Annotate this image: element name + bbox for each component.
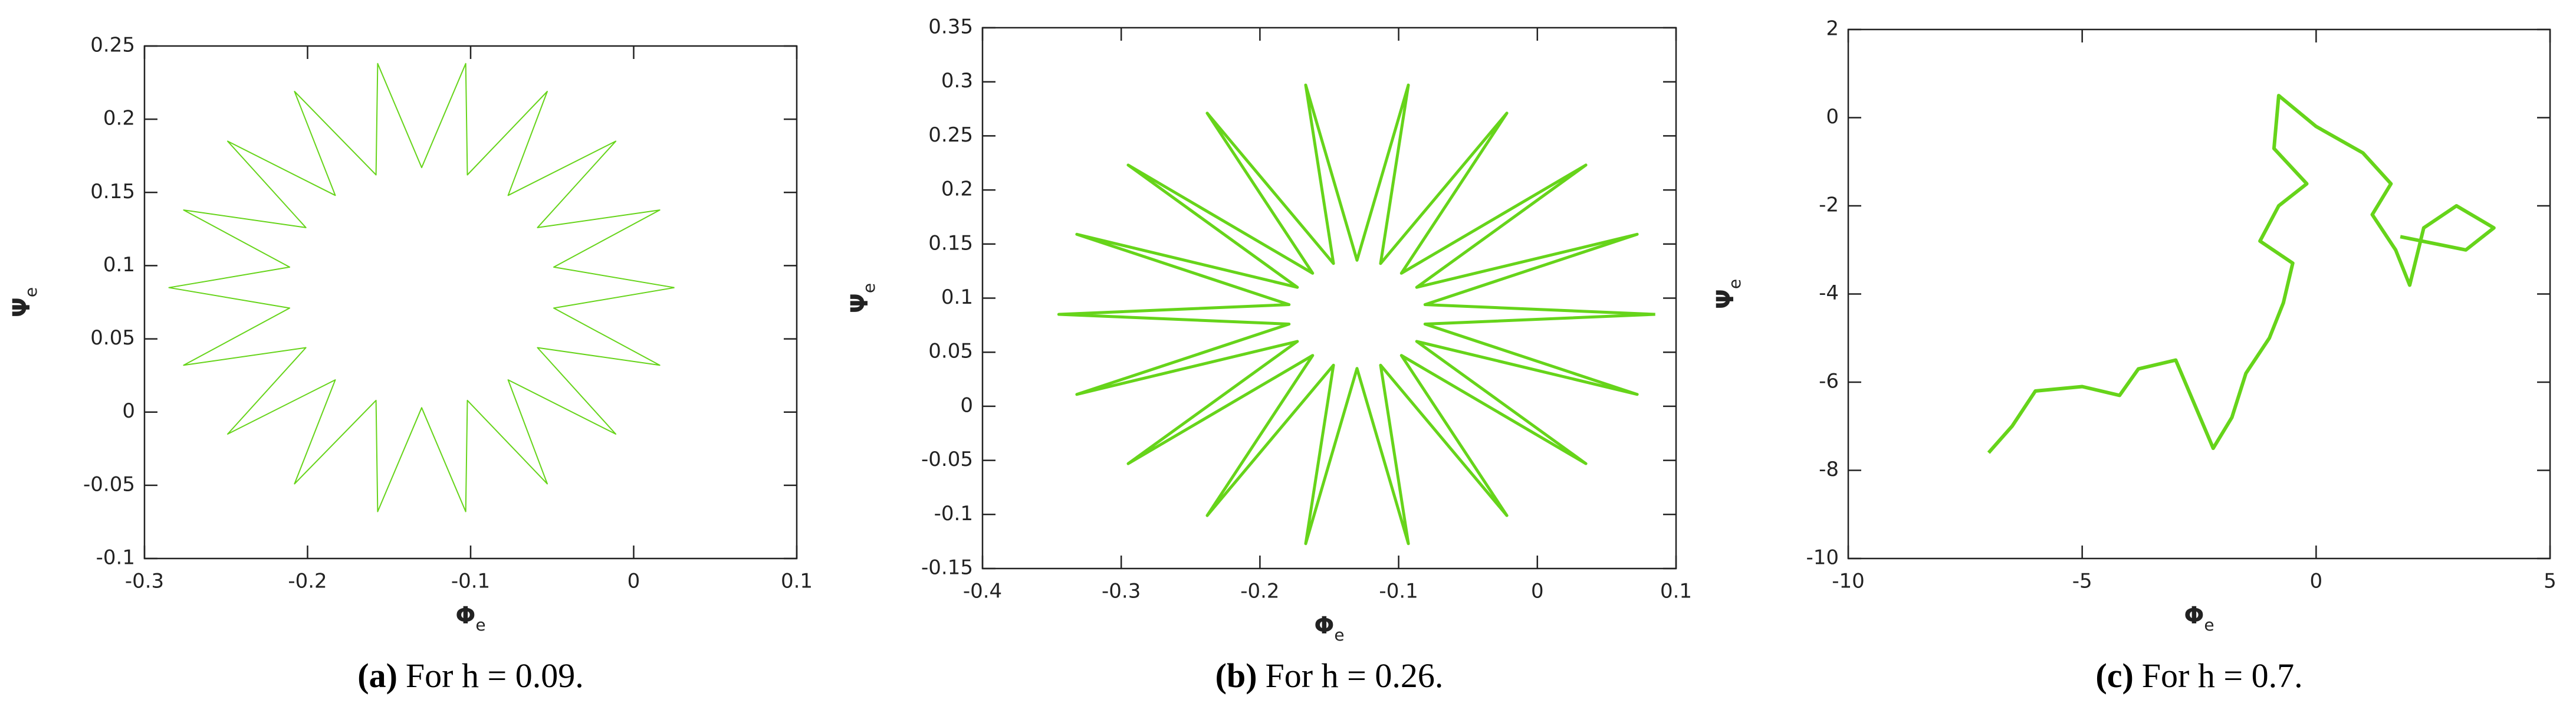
y-tick-label: 0 [122, 399, 135, 423]
y-tick-label: -4 [1819, 281, 1839, 305]
y-axis-label: Ψe [846, 283, 879, 313]
x-axis-symbol: Φ [455, 602, 475, 629]
y-tick-label: 0.25 [928, 123, 973, 147]
x-axis-subscript: e [1334, 625, 1344, 645]
y-tick-label: 0 [1826, 105, 1839, 129]
y-tick-label: 0.1 [941, 285, 973, 309]
y-tick-label: -2 [1819, 193, 1839, 217]
caption: (b) For h = 0.26. [1215, 656, 1444, 695]
panel: -0.4 -0.3 -0.2 -0.1 0 0.1 -0.15 -0.1 -0.05 0 0.05 0… [846, 15, 1692, 695]
plot-area [1057, 83, 1655, 546]
y-axis-symbol: Ψ [8, 297, 35, 317]
axes-frame [981, 27, 1677, 570]
y-axis-symbol: Ψ [846, 293, 873, 313]
caption-label: (c) [2095, 656, 2133, 695]
trajectory [1987, 94, 2496, 454]
x-tick-label: -0.1 [451, 570, 490, 593]
y-tick-label: -6 [1819, 370, 1839, 393]
x-axis-symbol: Φ [2184, 602, 2204, 629]
caption-text: For h = 0.09. [406, 656, 584, 695]
x-axis-symbol: Φ [1314, 612, 1334, 639]
x-tick-label: 0 [2310, 570, 2323, 593]
x-tick-label: -0.2 [288, 570, 327, 593]
y-axis-label: Ψe [1712, 279, 1744, 309]
y-tick-label: 0.2 [103, 107, 135, 130]
panel: -0.3 -0.2 -0.1 0 0.1 -0.1 -0.05 0 0.05 0.1 0.15 0.2… [8, 34, 813, 695]
y-tick-label: -0.05 [921, 448, 973, 471]
y-axis-symbol: Ψ [1712, 289, 1739, 309]
x-tick-label: -0.2 [1240, 580, 1279, 603]
caption-text: For h = 0.7. [2142, 656, 2303, 695]
x-tick-label: -10 [1832, 570, 1865, 593]
x-tick-label: 0 [1531, 580, 1544, 603]
caption-label: (a) [357, 656, 397, 695]
trajectory [1057, 83, 1655, 546]
y-tick-label: 0 [960, 393, 973, 417]
x-tick-label: -0.3 [125, 570, 164, 593]
y-tick-label: 0.35 [928, 15, 973, 39]
y-tick-label: -0.05 [83, 472, 135, 496]
caption-label: (b) [1215, 656, 1257, 695]
trajectory [168, 63, 675, 513]
y-tick-label: -0.15 [921, 556, 973, 580]
y-tick-label: -8 [1819, 458, 1839, 481]
x-axis-label: Φe [1314, 612, 1344, 645]
plot-area [168, 63, 675, 513]
x-tick-label: -0.3 [1102, 580, 1141, 603]
axes-frame [1847, 28, 2551, 560]
y-tick-label: 0.15 [90, 180, 135, 203]
x-tick-label: 5 [2544, 570, 2557, 593]
plot-area [1987, 94, 2496, 454]
caption-text: For h = 0.26. [1266, 656, 1444, 695]
y-axis-subscript: e [1725, 279, 1744, 289]
x-axis-label: Φe [2184, 602, 2214, 635]
x-tick-label: 0 [627, 570, 640, 593]
y-axis-subscript: e [859, 283, 879, 293]
y-tick-label: -0.1 [96, 546, 135, 570]
y-tick-label: 0.2 [941, 178, 973, 201]
y-tick-label: -0.1 [934, 502, 973, 525]
axes-frame [143, 45, 798, 560]
y-axis-subscript: e [21, 287, 41, 297]
y-tick-label: 0.15 [928, 231, 973, 255]
y-tick-label: 0.1 [103, 253, 135, 277]
y-tick-label: 0.05 [928, 340, 973, 363]
x-tick-label: -0.4 [963, 580, 1002, 603]
y-axis-label: Ψe [8, 287, 41, 317]
y-tick-label: 0.05 [90, 326, 135, 350]
y-tick-label: -10 [1806, 546, 1839, 570]
x-tick-label: 0.1 [781, 570, 813, 593]
y-tick-label: 0.25 [90, 34, 135, 57]
caption: (c) For h = 0.7. [2095, 656, 2302, 695]
x-axis-subscript: e [475, 615, 485, 635]
y-tick-label: 0.3 [941, 69, 973, 93]
x-axis-subscript: e [2204, 615, 2214, 635]
x-tick-label: -5 [2072, 570, 2092, 593]
x-tick-label: -0.1 [1379, 580, 1418, 603]
caption: (a) For h = 0.09. [357, 656, 583, 695]
y-tick-label: 2 [1826, 17, 1839, 41]
x-tick-label: 0.1 [1660, 580, 1692, 603]
x-axis-label: Φe [455, 602, 485, 635]
